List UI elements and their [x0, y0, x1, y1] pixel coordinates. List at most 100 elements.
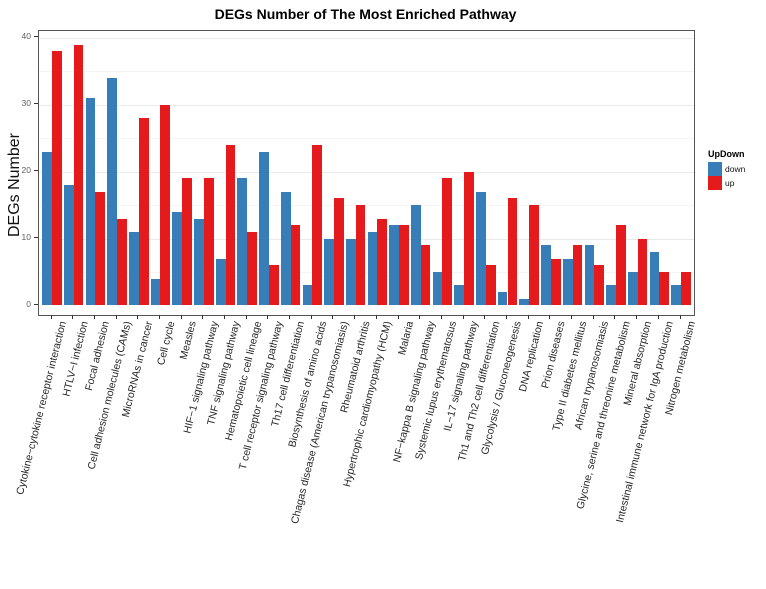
- bar-down-28: [627, 272, 638, 306]
- bar-up-4: [117, 218, 127, 306]
- y-tick: [34, 103, 38, 105]
- bar-down-12: [280, 191, 291, 306]
- gridline: [39, 171, 694, 173]
- bar-up-15: [355, 205, 366, 306]
- bar-down-14: [324, 238, 334, 306]
- bar-down-3: [85, 98, 96, 306]
- bar-down-23: [519, 298, 530, 306]
- bar-up-16: [377, 218, 388, 306]
- y-tick-label: 0: [26, 299, 31, 309]
- bar-down-16: [367, 231, 378, 306]
- x-tick: [332, 315, 334, 319]
- bar-down-1: [42, 151, 52, 306]
- x-tick-label: Measles: [177, 320, 199, 361]
- bar-down-4: [107, 78, 118, 306]
- gridline: [39, 37, 694, 39]
- legend-title: UpDown: [708, 149, 745, 159]
- bar-down-22: [497, 292, 508, 306]
- bar-up-13: [312, 144, 323, 306]
- bar-up-20: [464, 171, 474, 306]
- x-tick: [50, 315, 52, 319]
- bar-up-2: [73, 44, 84, 306]
- x-tick-label: Malaria: [395, 320, 416, 357]
- x-tick-label: Cell cycle: [154, 320, 178, 367]
- x-tick: [224, 315, 226, 319]
- bar-down-5: [129, 231, 139, 306]
- bar-up-24: [550, 258, 561, 306]
- legend-label-down: down: [725, 164, 746, 174]
- x-tick: [484, 315, 486, 319]
- bar-up-12: [290, 225, 301, 306]
- x-tick: [289, 315, 291, 319]
- bar-up-28: [637, 238, 648, 306]
- x-tick: [202, 315, 204, 319]
- bar-down-27: [606, 285, 616, 306]
- y-tick: [34, 304, 38, 305]
- bar-up-19: [442, 178, 453, 306]
- gridline: [39, 138, 694, 140]
- chart-title: DEGs Number of The Most Enriched Pathway: [214, 6, 517, 22]
- bar-down-10: [237, 178, 248, 306]
- bar-down-2: [63, 185, 74, 306]
- x-tick: [158, 315, 160, 319]
- bar-down-24: [541, 245, 551, 306]
- x-tick: [137, 315, 139, 319]
- bar-down-15: [345, 238, 356, 306]
- bar-up-29: [659, 272, 670, 306]
- y-tick-label: 10: [21, 232, 31, 243]
- gridline: [39, 205, 694, 207]
- x-tick: [419, 315, 421, 319]
- x-tick: [72, 315, 74, 319]
- x-tick: [657, 315, 659, 319]
- bar-up-18: [420, 245, 431, 306]
- x-tick: [549, 315, 551, 319]
- bar-down-9: [215, 258, 226, 306]
- bar-down-30: [671, 285, 681, 306]
- x-tick: [636, 315, 638, 319]
- gridline: [39, 238, 694, 240]
- bar-down-8: [194, 218, 204, 306]
- bar-up-14: [333, 198, 344, 306]
- y-tick: [34, 170, 38, 172]
- bar-up-3: [95, 191, 106, 306]
- bar-down-11: [259, 151, 269, 306]
- x-tick: [267, 315, 269, 319]
- x-tick: [245, 315, 247, 319]
- x-tick: [397, 315, 399, 319]
- x-tick: [679, 315, 681, 319]
- bar-up-25: [572, 245, 583, 306]
- bar-down-13: [302, 285, 313, 306]
- bar-down-6: [150, 278, 161, 306]
- x-tick: [354, 315, 356, 319]
- bar-down-26: [584, 245, 595, 306]
- x-tick: [614, 315, 616, 319]
- bar-up-8: [203, 178, 214, 306]
- gridline: [39, 71, 694, 73]
- x-tick: [310, 315, 312, 319]
- bar-up-21: [485, 265, 496, 306]
- bar-up-26: [594, 265, 604, 306]
- bar-up-9: [225, 144, 236, 306]
- x-tick: [115, 315, 117, 319]
- gridline: [39, 104, 694, 106]
- gridline: [39, 272, 694, 274]
- bar-up-6: [160, 104, 171, 306]
- x-tick: [180, 315, 182, 319]
- x-tick: [440, 315, 442, 319]
- legend-swatch-down-icon: [708, 162, 722, 176]
- legend-item-down: down: [708, 162, 745, 176]
- x-tick: [375, 315, 377, 319]
- plot-panel: [38, 30, 695, 316]
- y-tick: [34, 36, 38, 38]
- x-tick-label: Cytokine−cytokine receptor interaction: [13, 320, 69, 496]
- bar-up-5: [138, 118, 149, 306]
- legend-label-up: up: [725, 178, 735, 188]
- bar-down-25: [562, 258, 573, 306]
- x-tick: [506, 315, 507, 319]
- legend-item-up: up: [708, 176, 745, 190]
- bar-down-20: [454, 285, 465, 306]
- legend: UpDown down up: [708, 149, 745, 190]
- bar-down-17: [389, 225, 400, 306]
- bar-down-7: [172, 211, 183, 306]
